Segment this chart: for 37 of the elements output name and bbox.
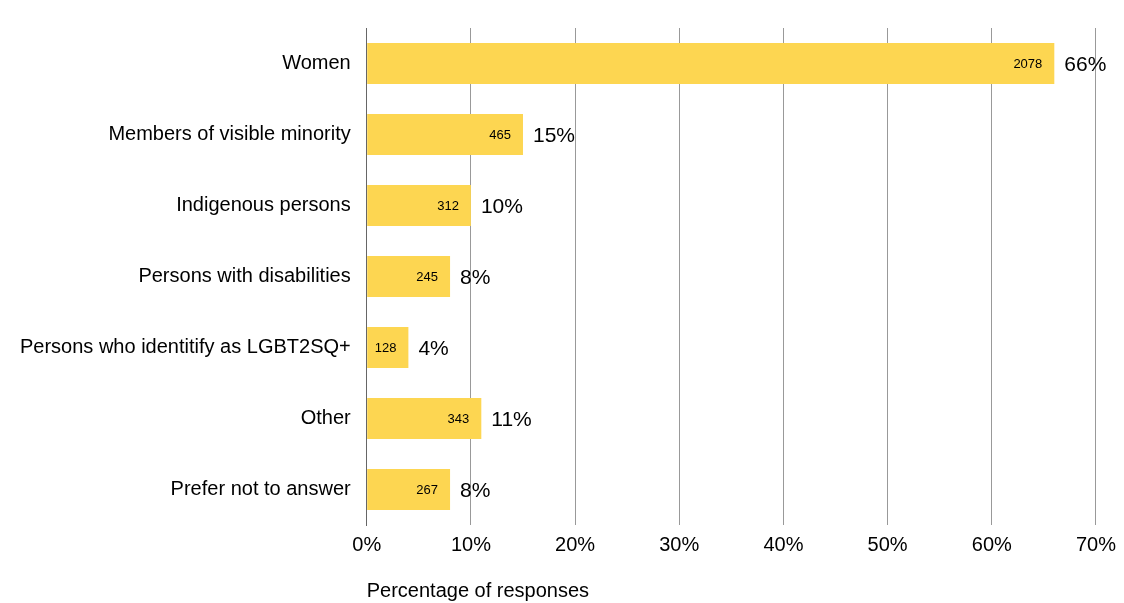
x-tick-label: 60% bbox=[971, 532, 1013, 555]
bar bbox=[367, 397, 482, 440]
data-label: 8% bbox=[460, 265, 491, 289]
data-label: 8% bbox=[460, 478, 491, 502]
x-tick-label: 40% bbox=[763, 532, 804, 555]
data-label: 10% bbox=[480, 194, 523, 218]
x-tick-label: 0% bbox=[352, 532, 382, 555]
annotation: 2078 bbox=[1013, 56, 1043, 72]
bar bbox=[367, 468, 451, 511]
y-tick-label: Members of visible minority bbox=[108, 122, 351, 145]
bar bbox=[367, 184, 471, 227]
y-tick-label: Women bbox=[282, 51, 351, 74]
annotation: 267 bbox=[416, 482, 439, 498]
annotation: 245 bbox=[416, 269, 439, 285]
bar bbox=[367, 113, 523, 156]
data-label: 11% bbox=[491, 407, 532, 431]
data-label: 66% bbox=[1064, 52, 1107, 76]
y-tick-label: Indigenous persons bbox=[176, 193, 351, 216]
x-tick-label: 70% bbox=[1075, 532, 1117, 555]
x-tick-label: 20% bbox=[555, 532, 596, 555]
x-tick-label: 10% bbox=[450, 532, 492, 555]
y-tick-label: Prefer not to answer bbox=[170, 477, 352, 500]
annotation: 343 bbox=[447, 411, 470, 427]
bar bbox=[367, 42, 1055, 85]
x-tick-label: 50% bbox=[867, 532, 908, 555]
y-tick-label: Persons with disabilities bbox=[138, 264, 351, 287]
data-label: 15% bbox=[532, 123, 576, 147]
y-tick-label: Other bbox=[300, 406, 352, 429]
data-label: 4% bbox=[418, 336, 449, 360]
bar bbox=[367, 326, 409, 369]
x-axis-title: Percentage of responses bbox=[366, 578, 590, 601]
annotation: 128 bbox=[374, 340, 397, 356]
annotation: 312 bbox=[437, 198, 459, 214]
annotation: 465 bbox=[489, 127, 511, 143]
y-tick-label: Persons who identitify as LGBT2SQ+ bbox=[19, 335, 351, 358]
bar bbox=[367, 255, 451, 298]
x-tick-label: 30% bbox=[659, 532, 700, 555]
